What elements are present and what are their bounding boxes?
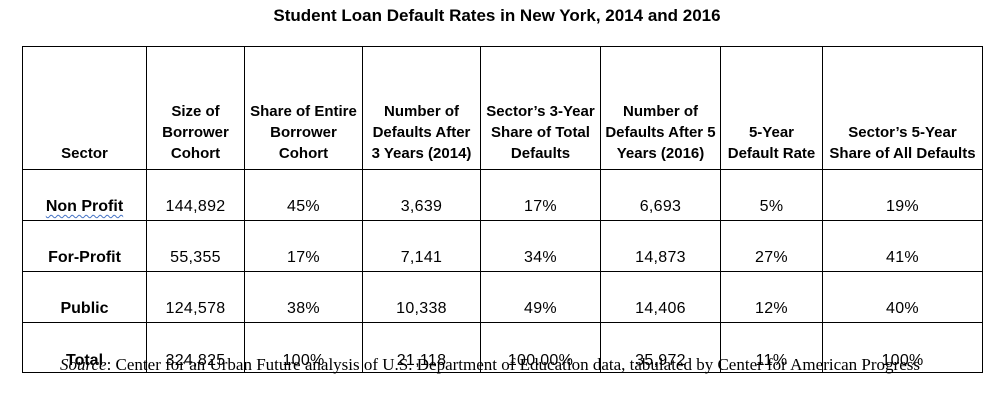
header-sector: Sector bbox=[22, 46, 147, 170]
table-cell: 14,873 bbox=[600, 220, 721, 272]
sector-cell: For-Profit bbox=[22, 220, 147, 272]
header-rate-5yr: 5-Year Default Rate bbox=[720, 46, 823, 170]
table-cell: 34% bbox=[480, 220, 601, 272]
table-cell: 55,355 bbox=[146, 220, 245, 272]
table-row: For-Profit 55,355 17% 7,141 34% 14,873 2… bbox=[22, 220, 983, 272]
sector-cell: Non Profit bbox=[22, 169, 147, 221]
header-cohort-size: Size of Borrower Cohort bbox=[146, 46, 245, 170]
table-row: Public 124,578 38% 10,338 49% 14,406 12%… bbox=[22, 271, 983, 323]
table-cell: 11% bbox=[720, 322, 823, 373]
header-row: Sector Size of Borrower Cohort Share of … bbox=[22, 46, 983, 170]
table-cell: 41% bbox=[822, 220, 983, 272]
source-text: : Center for an Urban Future analysis of… bbox=[106, 355, 920, 374]
table-cell: 324,825 bbox=[146, 322, 245, 373]
table-cell: 17% bbox=[480, 169, 601, 221]
sector-cell: Total bbox=[22, 322, 147, 373]
header-cohort-share: Share of Entire Borrower Cohort bbox=[244, 46, 363, 170]
table-cell: 10,338 bbox=[362, 271, 481, 323]
table-cell: 38% bbox=[244, 271, 363, 323]
table-cell: 12% bbox=[720, 271, 823, 323]
sector-label: Non Profit bbox=[45, 198, 124, 215]
table-cell: 27% bbox=[720, 220, 823, 272]
table-cell: 40% bbox=[822, 271, 983, 323]
default-rates-table: Sector Size of Borrower Cohort Share of … bbox=[22, 46, 983, 373]
table-cell: 17% bbox=[244, 220, 363, 272]
table-cell: 19% bbox=[822, 169, 983, 221]
table-title: Student Loan Default Rates in New York, … bbox=[273, 6, 721, 25]
header-defaults-3yr: Number of Defaults After 3 Years (2014) bbox=[362, 46, 481, 170]
table-cell: 5% bbox=[720, 169, 823, 221]
table-cell: 7,141 bbox=[362, 220, 481, 272]
table-cell: 3,639 bbox=[362, 169, 481, 221]
table-cell: 45% bbox=[244, 169, 363, 221]
table-cell: 124,578 bbox=[146, 271, 245, 323]
table-row: Non Profit 144,892 45% 3,639 17% 6,693 5… bbox=[22, 169, 983, 221]
header-share-3yr: Sector’s 3-Year Share of Total Defaults bbox=[480, 46, 601, 170]
table-cell: 14,406 bbox=[600, 271, 721, 323]
source-label: Source bbox=[60, 355, 107, 374]
sector-cell: Public bbox=[22, 271, 147, 323]
table-cell: 49% bbox=[480, 271, 601, 323]
source-note: Source: Center for an Urban Future analy… bbox=[60, 353, 960, 376]
header-defaults-5yr: Number of Defaults After 5 Years (2016) bbox=[600, 46, 721, 170]
header-share-5yr: Sector’s 5-Year Share of All Defaults bbox=[822, 46, 983, 170]
total-row: Total 324,825 100% 21,118 100.00% 35,972… bbox=[22, 322, 983, 373]
table-cell: 6,693 bbox=[600, 169, 721, 221]
table-cell: 21,118 bbox=[362, 322, 481, 373]
table-cell: 100% bbox=[822, 322, 983, 373]
table-cell: 144,892 bbox=[146, 169, 245, 221]
